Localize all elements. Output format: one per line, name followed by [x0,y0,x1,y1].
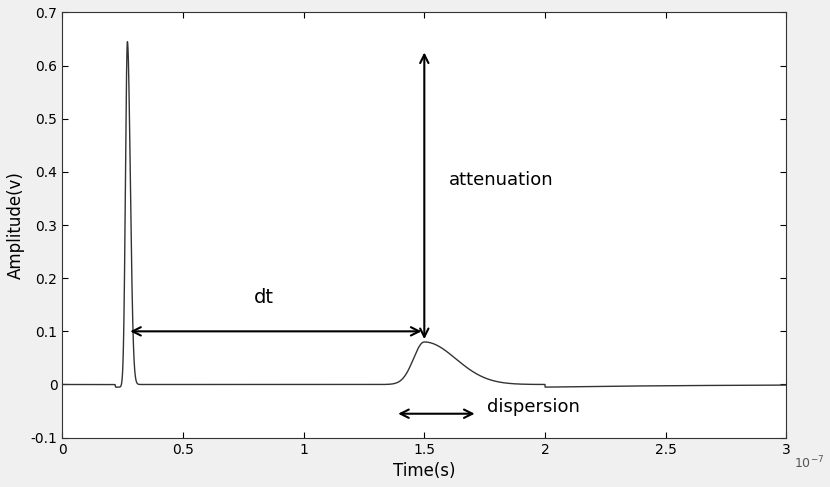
X-axis label: Time(s): Time(s) [393,462,456,480]
Text: attenuation: attenuation [448,171,553,189]
Y-axis label: Amplitude(v): Amplitude(v) [7,171,25,279]
Text: dt: dt [254,288,274,307]
Text: dispersion: dispersion [487,398,580,416]
Text: $10^{-7}$: $10^{-7}$ [793,455,824,471]
